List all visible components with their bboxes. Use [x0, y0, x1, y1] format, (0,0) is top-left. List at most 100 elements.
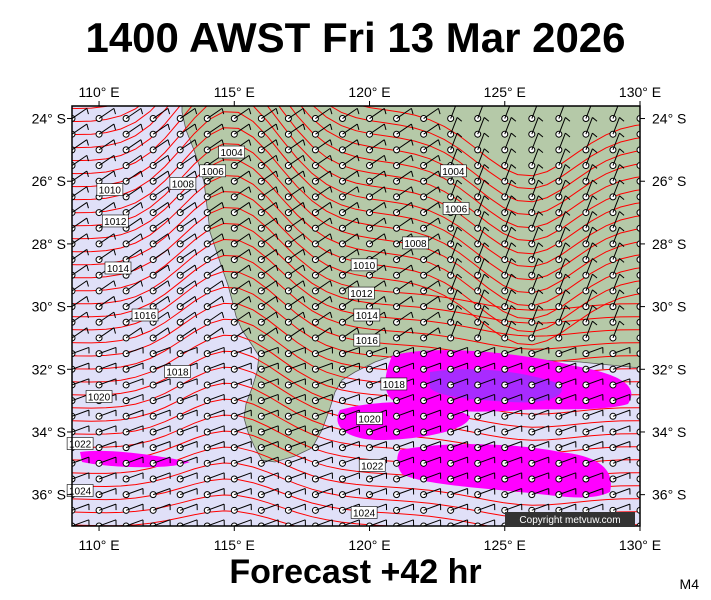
wind-barb — [230, 170, 252, 185]
wind-barb — [474, 305, 490, 326]
wind-barb — [582, 346, 604, 358]
wind-barb — [338, 123, 360, 138]
wind-barb — [149, 503, 171, 514]
wind-barb — [176, 139, 198, 154]
wind-barb — [203, 249, 225, 264]
wind-barb — [203, 264, 225, 279]
wind-barb — [447, 488, 469, 499]
wind-barb — [122, 154, 144, 170]
wind-barb — [609, 195, 625, 217]
wind-barb — [284, 123, 306, 138]
wind-barb — [149, 280, 171, 295]
wind-barb — [474, 148, 490, 170]
wind-barb — [122, 280, 144, 295]
wind-barb — [393, 503, 415, 514]
wind-barb — [474, 472, 496, 483]
wind-barb — [474, 226, 490, 248]
wind-barb — [366, 472, 388, 483]
wind-barb — [501, 226, 517, 248]
wind-barb — [393, 264, 414, 279]
wind-barb — [176, 425, 198, 436]
svg-text:1004: 1004 — [220, 148, 243, 159]
wind-barb — [609, 148, 625, 170]
wind-barb — [528, 195, 544, 217]
wind-barb — [501, 346, 523, 358]
wind-barb — [528, 273, 544, 295]
wind-barb — [122, 378, 144, 389]
wind-barb — [447, 393, 469, 405]
wind-barb — [257, 186, 279, 201]
wind-barb — [366, 139, 387, 154]
wind-barb — [501, 393, 523, 405]
wind-barb — [582, 164, 598, 185]
wind-barb — [609, 346, 631, 358]
wind-barb — [420, 139, 441, 154]
lon-tick-label-top: 125° E — [484, 84, 526, 100]
wind-barb — [257, 456, 279, 467]
wind-barb — [555, 106, 570, 123]
wind-barb — [311, 123, 333, 138]
wind-barb — [95, 311, 116, 326]
wind-barb — [582, 117, 598, 138]
wind-barb — [528, 378, 550, 389]
axis-tick-labels: 110° E 115° E 120° E 125° E 130° E 110° E 115°… — [32, 84, 687, 553]
wind-barb — [311, 217, 333, 232]
wind-barb — [176, 217, 198, 232]
isobar-labels: 1004 1006 1008 1004 1006 1008 1010 1012 1014 1016… — [66, 145, 470, 519]
wind-barb — [609, 242, 625, 264]
wind-barb — [609, 226, 625, 248]
wind-barb — [582, 289, 598, 311]
wind-barb — [447, 305, 463, 326]
wind-barb — [176, 280, 198, 295]
wind-barb — [338, 249, 360, 264]
map-frame — [71, 105, 641, 527]
wind-barb — [122, 139, 144, 154]
wind-barb — [582, 242, 598, 264]
wind-barb — [501, 242, 517, 264]
wind-barb — [122, 425, 144, 436]
wind-barb — [149, 233, 171, 248]
wind-barb — [366, 123, 387, 138]
wind-barb — [528, 164, 544, 185]
svg-text:1016: 1016 — [356, 336, 379, 347]
isobar-line — [72, 143, 640, 307]
wind-barb — [95, 327, 116, 342]
wind-barb — [447, 409, 469, 420]
wind-barb — [609, 289, 625, 311]
wind-barb — [257, 280, 279, 295]
lon-tick-label-bottom: 115° E — [214, 537, 255, 553]
wind-barb — [338, 107, 360, 123]
wind-barb — [149, 393, 171, 405]
isobar-label: 1012 — [101, 214, 129, 228]
wind-barb — [176, 311, 198, 326]
wind-barb — [582, 132, 598, 154]
wind-barb — [203, 217, 225, 232]
wind-barb — [609, 117, 625, 138]
wind-barb — [122, 409, 144, 420]
wind-barb — [501, 488, 523, 499]
wind-barb — [447, 106, 462, 123]
wind-barb — [555, 226, 571, 248]
lat-tick-label-right: 34° S — [652, 424, 686, 440]
wind-barb — [149, 440, 171, 452]
wind-barb — [257, 123, 279, 138]
wind-barb — [149, 409, 171, 420]
wind-barb — [420, 264, 441, 279]
svg-text:1014: 1014 — [356, 311, 379, 322]
wind-barb — [474, 393, 496, 405]
wind-barb — [311, 154, 333, 170]
wind-barb — [203, 393, 225, 405]
wind-barb — [447, 226, 463, 248]
wind-barb — [474, 211, 490, 232]
wind-barb — [284, 472, 306, 483]
wind-barb — [528, 226, 544, 248]
wind-barb — [582, 425, 604, 436]
wind-barb — [474, 456, 496, 467]
wind-barb — [95, 154, 116, 170]
wind-barb — [122, 362, 144, 373]
wind-barb — [257, 409, 279, 420]
wind-barb — [338, 378, 361, 389]
wind-barb — [420, 107, 441, 123]
wind-barb — [95, 233, 116, 248]
wind-barb — [176, 346, 198, 358]
